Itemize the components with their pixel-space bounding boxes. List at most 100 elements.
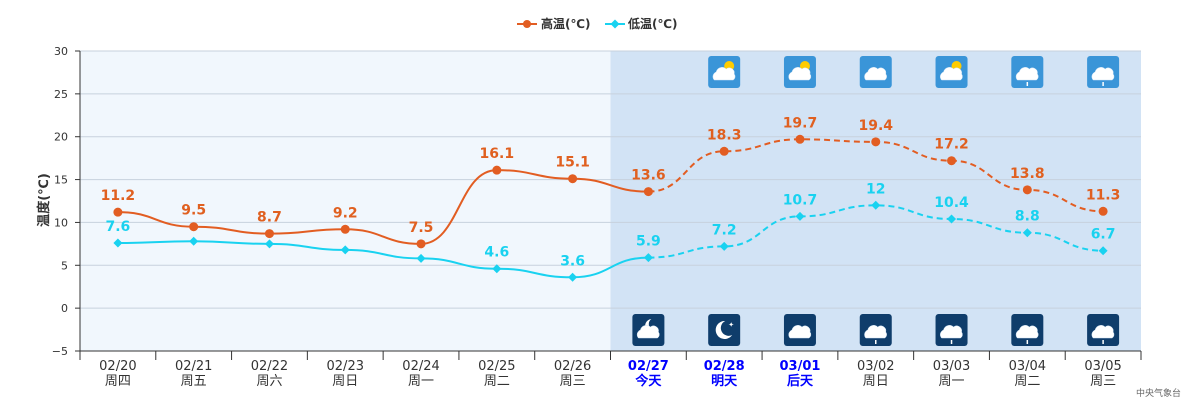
cloud-shape [788, 325, 812, 339]
data-label-high: 17.2 [934, 137, 969, 153]
y-tick-label: 10 [54, 216, 68, 229]
data-point-low[interactable] [795, 211, 805, 221]
data-point-low[interactable] [189, 236, 199, 246]
icon-tile [708, 314, 741, 346]
cloudy-icon [783, 314, 816, 346]
data-label-high: 8.7 [257, 210, 282, 226]
x-tick-date: 02/23 [327, 359, 364, 374]
x-tick-weekday: 周五 [181, 374, 207, 389]
x-tick-date: 02/22 [251, 359, 288, 374]
data-label-low: 10.4 [934, 195, 969, 211]
data-point-low[interactable] [416, 253, 426, 263]
legend-low-label: 低温(℃) [627, 16, 678, 31]
data-point-high[interactable] [1022, 185, 1032, 195]
light-rain-icon [935, 314, 968, 346]
data-point-high[interactable] [416, 239, 426, 249]
x-tick-date: 02/27 [628, 359, 669, 374]
data-point-high[interactable] [1098, 206, 1108, 216]
light-rain-icon [859, 314, 892, 346]
data-label-low: 8.8 [1015, 209, 1040, 225]
partly-cloudy-day-icon [783, 56, 816, 88]
y-tick-label: −5 [52, 345, 68, 358]
data-label-low: 12 [866, 181, 885, 197]
cloud-shape [712, 67, 736, 81]
data-point-low[interactable] [1098, 246, 1108, 256]
data-labels: 11.2 9.5 8.7 9.2 7.5 16.1 15.1 13.6 18.3 19.7 19.4… [101, 115, 1121, 269]
partly-cloudy-day-icon [935, 56, 968, 88]
moon-shape [715, 320, 733, 339]
legend-item-low[interactable]: 低温(℃) [605, 16, 678, 31]
data-label-low: 5.9 [636, 234, 661, 250]
data-point-high[interactable] [719, 146, 729, 156]
y-tick-label: 25 [54, 88, 68, 101]
x-tick-weekday: 周三 [560, 374, 586, 389]
x-tick-weekday: 后天 [787, 373, 814, 389]
data-point-low[interactable] [113, 238, 123, 248]
data-point-low[interactable] [871, 200, 881, 210]
light-rain-icon [1087, 56, 1120, 88]
data-point-high[interactable] [264, 229, 274, 239]
light-rain-icon [1011, 314, 1044, 346]
legend-item-high[interactable]: 高温(℃) [517, 16, 591, 31]
data-point-high[interactable] [113, 207, 123, 217]
data-point-high[interactable] [340, 224, 350, 234]
data-label-high: 11.3 [1086, 187, 1121, 203]
cloud-shape [1091, 325, 1115, 339]
legend-low-marker [610, 19, 620, 29]
x-tick-date: 02/20 [99, 359, 136, 374]
x-tick-date: 03/03 [933, 359, 970, 374]
x-tick-date: 03/05 [1084, 359, 1121, 374]
cloud-shape [864, 325, 887, 339]
data-point-low[interactable] [719, 241, 729, 251]
data-label-low: 3.6 [560, 253, 585, 269]
data-point-high[interactable] [492, 165, 502, 175]
data-label-low: 7.2 [712, 222, 737, 238]
data-point-high[interactable] [947, 156, 957, 166]
cloud-shape [1015, 325, 1039, 339]
x-tick-weekday: 周一 [408, 374, 434, 389]
x-tick-date: 03/01 [779, 359, 820, 374]
data-point-high[interactable] [568, 174, 578, 184]
y-tick-label: 5 [61, 259, 68, 272]
data-label-low: 6.7 [1091, 227, 1116, 243]
cloud-shape [864, 67, 887, 81]
x-tick-weekday: 周三 [1090, 374, 1116, 389]
data-label-high: 13.6 [631, 168, 666, 184]
data-point-low[interactable] [568, 272, 578, 282]
cloudy-icon [859, 56, 892, 88]
chart-series [113, 134, 1108, 282]
light-rain-icon [1087, 314, 1120, 346]
data-label-low: 10.7 [783, 192, 818, 208]
data-point-high[interactable] [871, 137, 881, 147]
data-point-high[interactable] [189, 222, 199, 232]
x-tick-weekday: 周二 [484, 374, 510, 389]
data-label-low: 7.6 [105, 219, 130, 235]
data-point-low[interactable] [1022, 228, 1032, 238]
data-point-low[interactable] [643, 253, 653, 263]
cloud-shape [940, 325, 963, 339]
cloud-shape [636, 325, 660, 339]
x-tick-weekday: 周六 [256, 374, 282, 389]
x-tick-date: 02/21 [175, 359, 212, 374]
data-point-high[interactable] [795, 134, 805, 144]
y-tick-label: 0 [61, 302, 68, 315]
data-point-low[interactable] [947, 214, 957, 224]
data-point-low[interactable] [264, 239, 274, 249]
x-tick-date: 02/26 [554, 359, 591, 374]
x-tick-weekday: 周日 [332, 374, 358, 389]
legend[interactable]: 高温(℃) 低温(℃) [517, 16, 678, 31]
data-point-low[interactable] [492, 264, 502, 274]
clear-night-icon: ✦ [708, 314, 741, 346]
x-tick-date: 02/25 [478, 359, 515, 374]
data-label-high: 9.2 [333, 205, 358, 221]
y-tick-label: 20 [54, 131, 68, 144]
data-label-high: 13.8 [1010, 166, 1045, 182]
data-point-low[interactable] [340, 245, 350, 255]
data-label-high: 18.3 [707, 127, 742, 143]
data-point-high[interactable] [643, 187, 653, 197]
x-tick-date: 03/02 [857, 359, 894, 374]
light-rain-icon [1011, 56, 1044, 88]
x-tick-weekday: 今天 [634, 373, 662, 389]
data-label-high: 7.5 [409, 220, 434, 236]
